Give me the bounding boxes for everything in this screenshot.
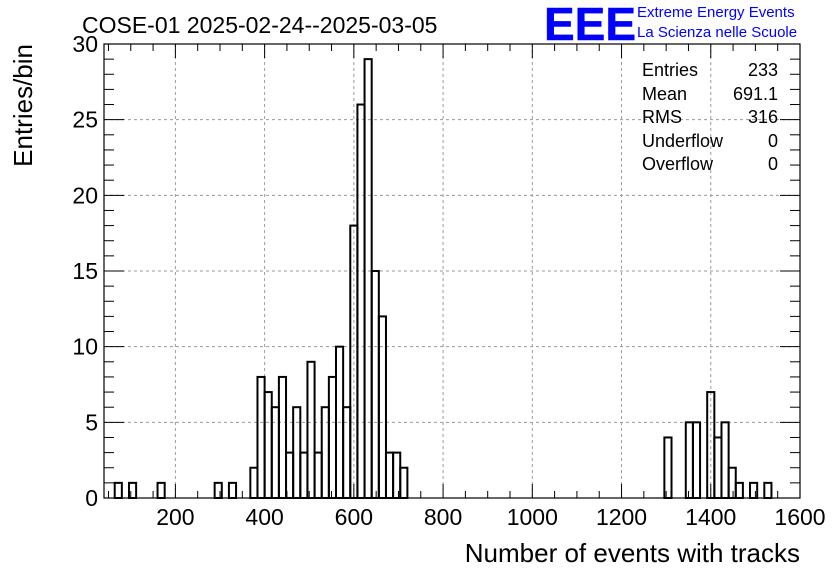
axis-ticks bbox=[104, 44, 800, 498]
histogram-bar bbox=[663, 436, 673, 500]
histogram-bar bbox=[263, 391, 273, 500]
x-tick-label: 400 bbox=[245, 504, 283, 530]
stats-value: 0 bbox=[767, 154, 778, 174]
x-tick-label: 1600 bbox=[774, 504, 825, 530]
stats-row-underflow: Underflow 0 bbox=[642, 130, 778, 154]
histogram-bar bbox=[691, 421, 702, 500]
stats-label: RMS bbox=[642, 107, 682, 127]
grid-lines bbox=[104, 44, 800, 498]
histogram-bar bbox=[363, 58, 373, 500]
histogram-bar bbox=[392, 451, 402, 500]
histogram-bar bbox=[299, 451, 309, 500]
x-tick-label: 800 bbox=[424, 504, 462, 530]
logo-line-2: La Scienza nelle Scuole bbox=[637, 24, 798, 41]
x-tick-label: 600 bbox=[335, 504, 373, 530]
histogram-bar bbox=[113, 481, 123, 500]
histogram-bar bbox=[156, 481, 166, 500]
plot-frame bbox=[103, 43, 801, 499]
histogram-bar bbox=[327, 375, 338, 499]
histogram-bar bbox=[399, 466, 409, 500]
stats-value: 316 bbox=[747, 107, 778, 127]
histogram-bar bbox=[256, 375, 266, 499]
stats-label: Overflow bbox=[642, 154, 714, 174]
x-tick-label: 1200 bbox=[596, 504, 647, 530]
x-tick-label: 200 bbox=[156, 504, 194, 530]
histogram-bar bbox=[384, 451, 395, 500]
stats-value: 233 bbox=[747, 60, 778, 80]
stats-row-entries: Entries 233 bbox=[642, 59, 778, 83]
histogram-bar bbox=[727, 466, 737, 500]
histogram-bar bbox=[377, 315, 387, 499]
y-tick-label: 0 bbox=[85, 485, 98, 511]
histogram-bar bbox=[370, 270, 380, 499]
histogram-bar bbox=[356, 103, 366, 500]
histogram-bar bbox=[270, 406, 280, 500]
histogram-bar bbox=[763, 481, 773, 500]
histogram-bar bbox=[749, 481, 759, 500]
stats-value: 691.1 bbox=[732, 83, 778, 104]
histogram-bar bbox=[320, 406, 330, 500]
histogram-bar bbox=[292, 406, 302, 500]
y-axis-label: Entries/bin bbox=[8, 44, 38, 167]
chart-title: COSE-01 2025-02-24--2025-03-05 bbox=[82, 12, 437, 38]
stats-row-mean: Mean 691.1 bbox=[642, 83, 778, 107]
histogram-bar bbox=[213, 481, 223, 500]
stats-value: 0 bbox=[767, 130, 778, 151]
y-tick-label: 30 bbox=[72, 31, 98, 57]
logo-line-1: Extreme Energy Events bbox=[637, 4, 795, 21]
histogram-bar bbox=[313, 451, 323, 500]
histogram-bar bbox=[713, 436, 723, 500]
stats-row-overflow: Overflow 0 bbox=[642, 153, 778, 177]
histogram-bar bbox=[249, 466, 259, 500]
eee-logo-mark: EEE bbox=[544, 0, 636, 50]
eee-logo-text: Extreme Energy Events La Scienza nelle S… bbox=[637, 3, 797, 43]
y-tick-label: 20 bbox=[72, 182, 98, 208]
stats-label: Entries bbox=[642, 60, 699, 80]
stats-box: Entries 233 Mean 691.1 RMS 316 Underflow… bbox=[642, 59, 778, 177]
y-tick-label: 25 bbox=[72, 107, 98, 133]
stats-row-rms: RMS 316 bbox=[642, 106, 778, 130]
y-tick-label: 5 bbox=[85, 409, 98, 435]
histogram-bar bbox=[720, 421, 730, 500]
histogram-bar bbox=[342, 406, 352, 500]
y-tick-label: 15 bbox=[72, 258, 98, 284]
histogram-bar bbox=[306, 360, 316, 499]
histogram-bar bbox=[127, 481, 138, 500]
y-tick-label: 10 bbox=[72, 334, 98, 360]
stats-label: Underflow bbox=[642, 130, 724, 151]
histogram-bar bbox=[684, 421, 694, 500]
y-tick-labels: 0 5 10 15 20 25 30 bbox=[72, 31, 98, 511]
stats-label: Mean bbox=[642, 83, 688, 104]
histogram-bar bbox=[734, 481, 744, 500]
x-tick-labels: 200 400 600 800 1000 1200 1400 1600 bbox=[156, 504, 825, 530]
histogram-bar bbox=[277, 375, 288, 499]
x-axis-label: Number of events with tracks bbox=[465, 538, 800, 568]
x-tick-label: 1000 bbox=[507, 504, 558, 530]
histogram-bar bbox=[227, 481, 238, 500]
x-tick-label: 1400 bbox=[685, 504, 736, 530]
